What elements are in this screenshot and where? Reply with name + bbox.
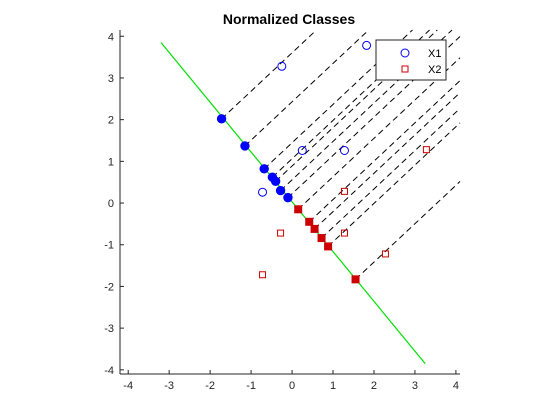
legend-box (375, 39, 447, 81)
x-tick-label-6: 2 (371, 380, 377, 392)
x-tick-label-3: -1 (246, 380, 256, 392)
x2-projection-line-4 (327, 122, 461, 247)
y-tick-label-7: 3 (108, 73, 114, 85)
x2-projection-line-0 (297, 57, 461, 210)
x1-projected-point-5 (275, 185, 286, 196)
legend-marker-x2 (401, 65, 409, 73)
x1-data-point-2 (297, 146, 307, 156)
series-points (216, 40, 430, 284)
x1-projection-line-2 (263, 29, 413, 170)
x2-data-point-4 (259, 271, 267, 279)
x1-projected-point-6 (283, 192, 293, 203)
x2-projected-point-0 (294, 205, 303, 214)
x2-projected-point-3 (317, 234, 326, 243)
x2-projection-line-1 (308, 80, 461, 223)
x2-data-point-1 (422, 146, 430, 154)
y-tick-label-2: -2 (104, 281, 114, 293)
x-tick-label-7: 3 (412, 380, 418, 392)
legend-label-x2: X2 (428, 64, 441, 76)
x2-projection-line-3 (321, 108, 461, 239)
projection-axis-line (160, 42, 426, 364)
legend-marker-x1 (400, 48, 410, 58)
axes-lines (119, 30, 460, 375)
x2-projection-line-5 (355, 181, 461, 280)
x-tick-label-8: 4 (453, 380, 459, 392)
x1-projected-point-1 (240, 141, 250, 151)
x1-projected-point-0 (216, 114, 227, 124)
plot-area: -4 -3 -2 -1 0 1 2 3 4 -4 -3 -2 -1 0 1 2 3 4 (104, 29, 461, 392)
x2-data-point-2 (277, 229, 285, 237)
x1-projection-line-0 (221, 29, 317, 120)
x-tick-label-2: -2 (205, 380, 215, 392)
x2-projected-point-5 (351, 275, 360, 284)
y-tick-label-4: 0 (108, 198, 114, 210)
x-tick-label-5: 1 (330, 380, 336, 392)
x1-data-point-3 (339, 146, 349, 156)
chart-title: Normalized Classes (223, 11, 355, 27)
x2-data-point-0 (340, 187, 348, 195)
y-tick-label-3: -1 (104, 240, 114, 252)
x1-data-point-4 (258, 187, 268, 197)
x2-projection-line-2 (314, 92, 461, 230)
y-tick-label-1: -3 (104, 323, 114, 335)
x-axis-ticks: -4 -3 -2 -1 0 1 2 3 4 (123, 370, 459, 392)
x-tick-label-1: -3 (164, 380, 174, 392)
x1-data-point-1 (362, 40, 372, 50)
x2-data-point-5 (381, 250, 389, 258)
x1-data-point-0 (277, 61, 287, 71)
y-axis-ticks: -4 -3 -2 -1 0 1 2 3 4 (104, 31, 124, 377)
y-tick-label-0: -4 (104, 365, 114, 377)
x1-projection-line-1 (244, 29, 370, 147)
x-tick-label-0: -4 (123, 380, 133, 392)
x1-projected-point-2 (259, 164, 269, 174)
y-tick-label-6: 2 (108, 115, 114, 127)
x2-projected-point-1 (305, 217, 314, 226)
axes-box (120, 30, 460, 374)
y-tick-label-5: 1 (108, 156, 114, 168)
legend-label-x1: X1 (428, 48, 441, 60)
x2-projected-point-2 (310, 224, 319, 233)
x2-data-point-3 (340, 229, 348, 237)
x2-projected-point-4 (324, 242, 333, 251)
x1-projected-point-4 (270, 176, 281, 187)
x-tick-label-4: 0 (289, 380, 295, 392)
y-tick-label-8: 4 (108, 31, 114, 43)
